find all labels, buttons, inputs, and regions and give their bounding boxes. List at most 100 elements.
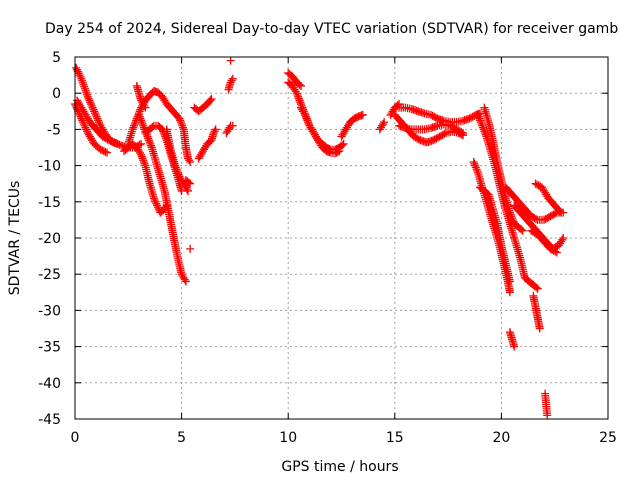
data-point [72,65,81,74]
data-point [173,167,182,176]
data-point [108,137,117,146]
data-point [139,156,148,165]
data-point [105,136,114,145]
data-point [86,98,95,107]
data-point [77,114,86,123]
series-arc-15 [224,74,237,94]
data-point [505,277,514,286]
data-point [506,210,515,219]
data-point [177,119,186,128]
data-point [557,208,566,217]
series-arc-18 [296,103,344,158]
axis-ticks: 0 5 10 15 20 25 5 0 -5 -10 -15 -20 -25 -30 -35 -40 -45 [38,50,617,446]
data-point [186,157,195,166]
x-tick-label: 15 [386,430,404,446]
data-point [226,56,235,65]
data-point [94,118,103,127]
series-arc-9 [132,81,150,112]
data-point [471,163,480,172]
series-arc-13 [186,244,195,253]
data-point [79,80,88,89]
series-arc-7 [134,110,190,286]
data-point [102,148,111,157]
data-point [80,82,89,91]
series-arc-3 [71,100,111,157]
data-point [142,129,151,138]
data-point [379,119,388,128]
data-point [457,130,466,139]
data-point [139,157,148,166]
data-point [302,114,311,123]
data-point [476,118,485,127]
x-tick-label: 0 [71,430,80,446]
data-points [71,56,568,420]
data-point [471,161,480,170]
data-point [78,116,87,125]
data-point [140,101,149,110]
data-point [294,92,303,101]
data-point [505,208,514,217]
y-tick-label: 5 [52,50,61,66]
data-point [106,136,115,145]
series-arc-34 [529,291,544,333]
series-arc-10 [194,125,220,163]
y-tick-label: -10 [38,159,61,175]
data-point [141,103,150,112]
data-point [153,201,162,210]
data-point [80,84,89,93]
data-point [95,119,104,128]
series-arc-8 [162,125,192,195]
data-point [79,119,88,128]
y-tick-label: -30 [38,303,61,319]
x-tick-label: 5 [177,430,186,446]
data-point [508,214,517,223]
data-point [182,185,191,194]
y-tick-label: -20 [38,231,61,247]
data-point [137,116,146,125]
data-point [137,152,146,161]
data-point [152,199,161,208]
series-arc-35 [505,328,519,351]
data-point [137,139,146,148]
data-point [303,116,312,125]
data-point [293,91,302,100]
data-point [85,96,94,105]
y-tick-label: -25 [38,267,61,283]
data-point [146,139,155,148]
data-point [129,123,138,132]
data-point [93,114,102,123]
data-point [517,225,526,234]
data-point [145,138,154,147]
data-point [481,129,490,138]
data-point [206,96,215,105]
y-tick-label: 0 [52,86,61,102]
series-arc-19 [284,68,305,90]
data-point [128,125,137,134]
data-point [82,127,91,136]
data-point [477,119,486,128]
data-point [101,147,110,156]
data-point [74,69,83,78]
data-point [211,125,220,134]
data-point [172,165,181,174]
data-point [144,136,153,145]
data-point [532,214,541,223]
data-point [180,275,189,284]
y-axis-label: SDTVAR / TECUs [7,181,23,296]
data-point [510,342,519,351]
data-point [174,170,183,179]
data-point [76,112,85,121]
data-point [81,123,90,132]
x-tick-label: 10 [279,430,297,446]
data-point [186,179,195,188]
data-point [140,159,149,168]
data-point [139,123,148,132]
data-point [75,71,84,80]
data-point [183,186,192,195]
data-point [171,163,180,172]
data-point [333,147,342,156]
data-point [176,116,185,125]
data-point [555,207,564,216]
y-tick-label: -5 [47,122,61,138]
data-point [558,235,567,244]
